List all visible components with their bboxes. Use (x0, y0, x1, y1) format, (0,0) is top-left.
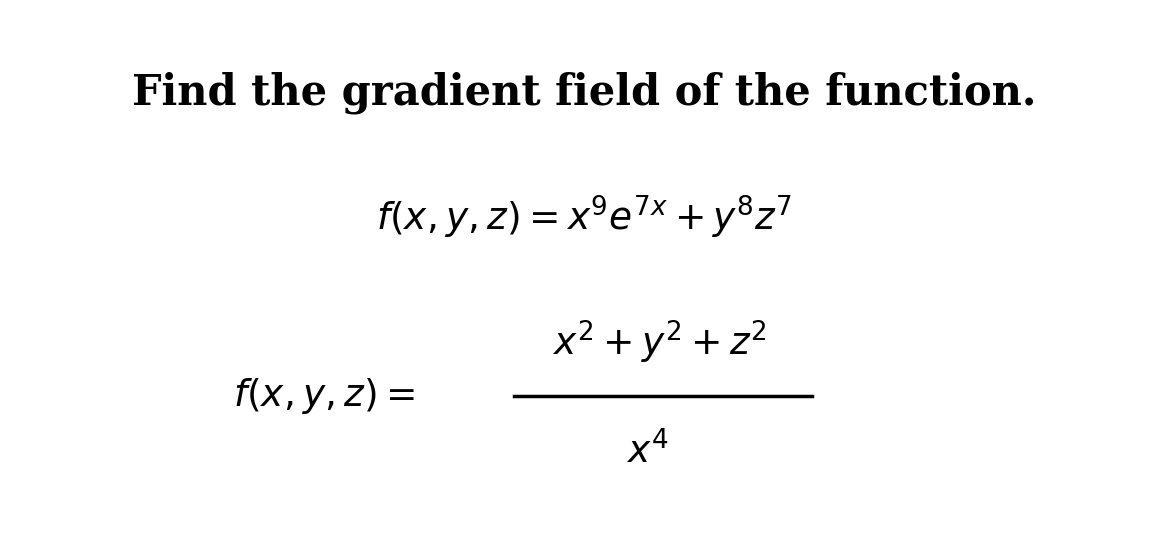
Text: $f(x, y, z) =$: $f(x, y, z) =$ (232, 376, 415, 416)
Text: $x^4$: $x^4$ (627, 431, 669, 471)
Text: $f(x, y, z) = x^9e^{7x} + y^8z^7$: $f(x, y, z) = x^9e^{7x} + y^8z^7$ (376, 194, 792, 241)
Text: Find the gradient field of the function.: Find the gradient field of the function. (132, 71, 1036, 113)
Text: $x^2 + y^2 + z^2$: $x^2 + y^2 + z^2$ (552, 319, 767, 365)
